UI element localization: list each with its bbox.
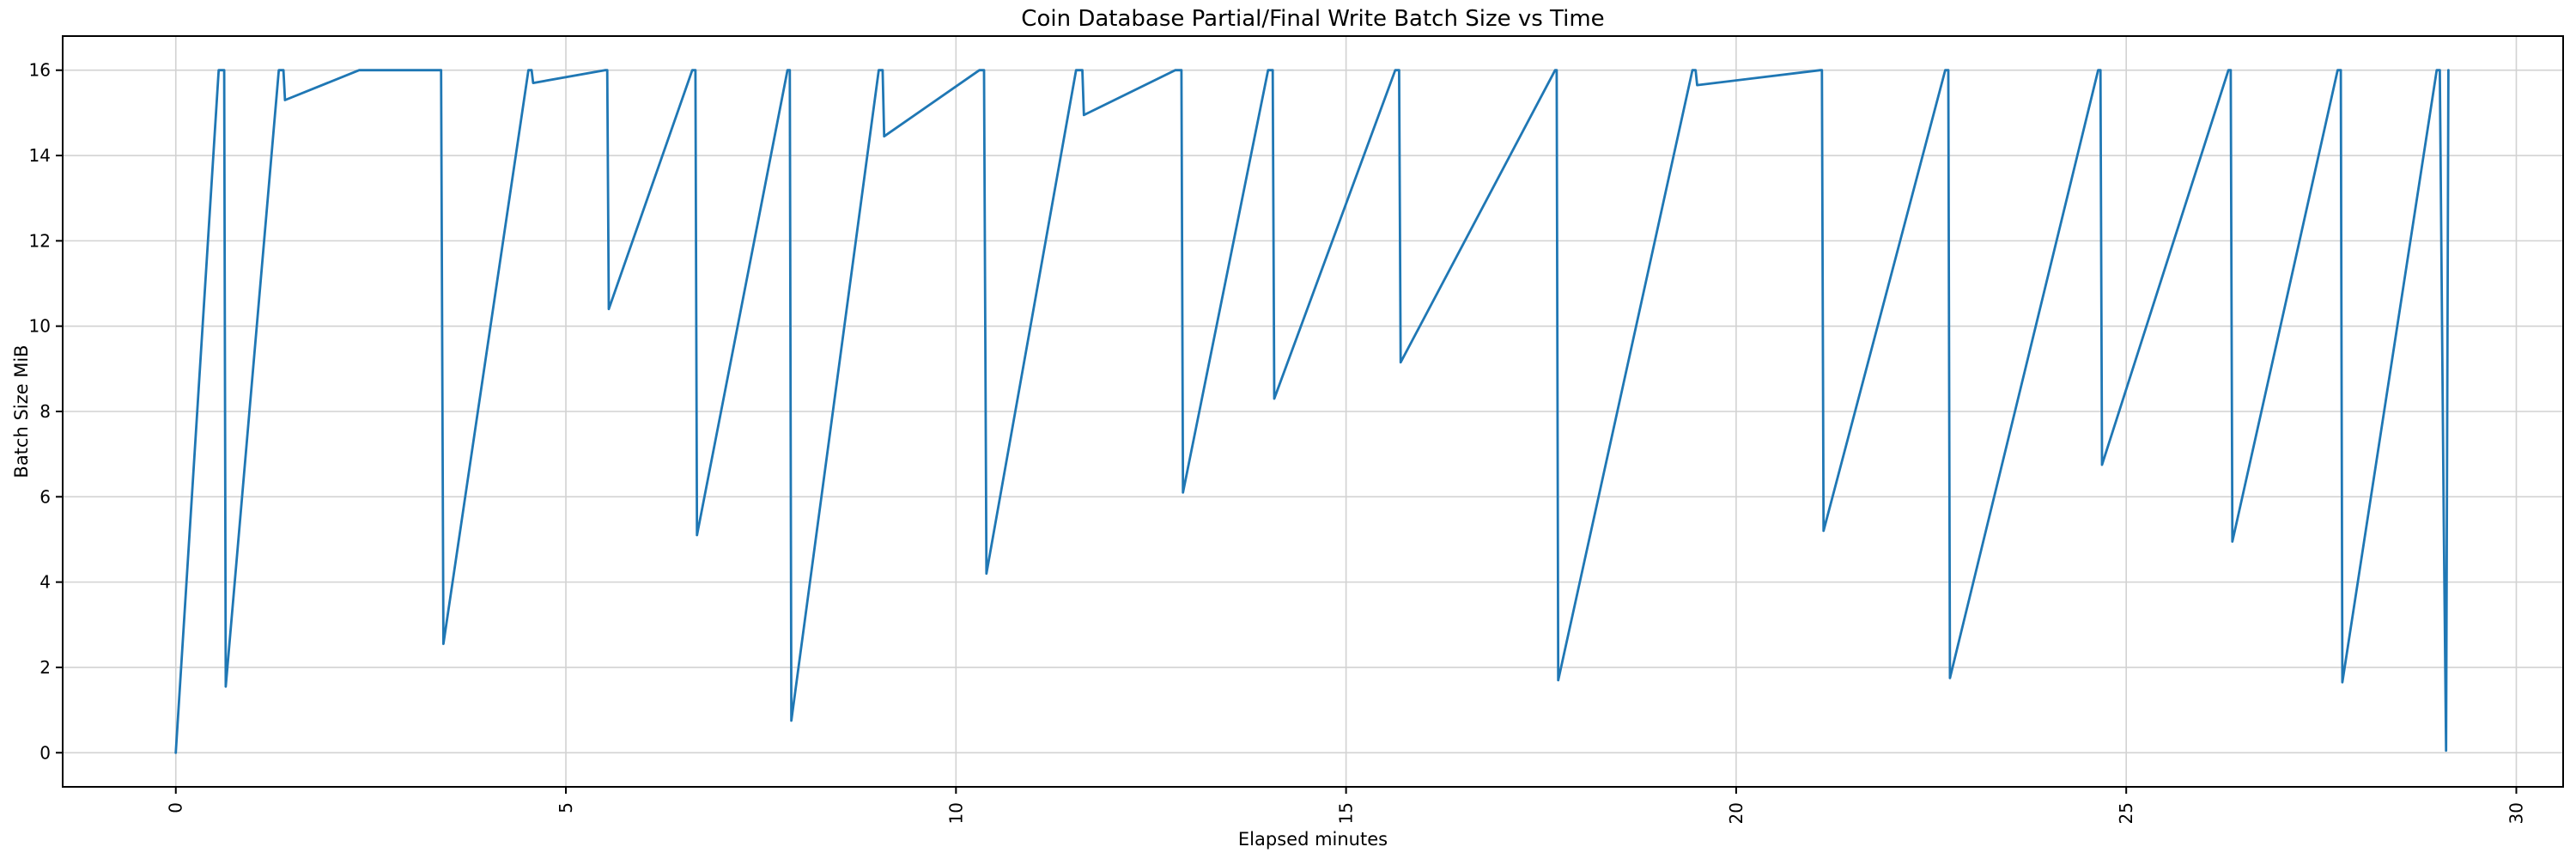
chart-title: Coin Database Partial/Final Write Batch … bbox=[1021, 6, 1604, 32]
y-tick-label-2: 2 bbox=[39, 657, 51, 678]
x-tick-label-5: 5 bbox=[556, 802, 576, 813]
x-axis-ticks: 0 5 10 15 20 25 30 bbox=[166, 787, 2526, 824]
y-tick-label-8: 8 bbox=[39, 401, 51, 422]
x-axis-label: Elapsed minutes bbox=[1238, 829, 1388, 850]
x-tick-label-10: 10 bbox=[945, 802, 966, 824]
y-tick-label-6: 6 bbox=[39, 486, 51, 507]
y-axis-ticks: 0 2 4 6 8 10 12 14 16 bbox=[29, 60, 63, 763]
x-tick-label-25: 25 bbox=[2116, 802, 2136, 824]
y-tick-label-0: 0 bbox=[39, 742, 51, 763]
y-axis-label: Batch Size MiB bbox=[11, 344, 32, 478]
y-tick-label-12: 12 bbox=[29, 230, 51, 251]
gridlines bbox=[63, 36, 2563, 787]
x-tick-label-0: 0 bbox=[166, 802, 186, 813]
x-tick-label-30: 30 bbox=[2506, 802, 2526, 824]
y-tick-label-4: 4 bbox=[39, 572, 51, 593]
y-tick-label-10: 10 bbox=[29, 316, 51, 337]
x-tick-label-20: 20 bbox=[1726, 802, 1747, 824]
plot-border bbox=[62, 35, 2564, 788]
series-line bbox=[174, 69, 2450, 754]
y-tick-label-14: 14 bbox=[29, 145, 51, 166]
x-tick-label-15: 15 bbox=[1336, 802, 1357, 824]
y-tick-label-16: 16 bbox=[29, 60, 51, 81]
